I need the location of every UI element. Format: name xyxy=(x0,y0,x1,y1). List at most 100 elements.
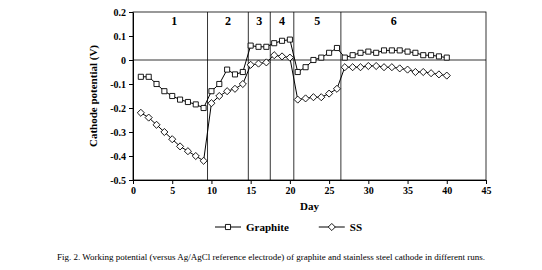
run-boundary xyxy=(248,12,249,180)
series-marker xyxy=(435,71,442,78)
x-tick-label: 45 xyxy=(482,185,492,196)
run-label: 3 xyxy=(256,14,262,28)
x-tick-mark xyxy=(251,180,252,184)
series-marker xyxy=(178,97,183,102)
series-marker xyxy=(295,69,300,74)
y-tick-mark xyxy=(129,132,133,133)
x-tick: 25 xyxy=(325,180,335,196)
series-marker xyxy=(420,68,427,75)
x-tick: 35 xyxy=(403,180,413,196)
series-marker xyxy=(397,48,402,53)
legend-label: Graphite xyxy=(246,221,289,233)
series-marker xyxy=(388,64,395,71)
series-marker xyxy=(153,121,160,128)
series-marker xyxy=(366,49,371,54)
series-marker xyxy=(264,44,269,49)
y-tick-mark xyxy=(129,156,133,157)
x-tick: 20 xyxy=(285,180,295,196)
x-tick: 5 xyxy=(170,180,175,196)
y-tick-label: -0.4 xyxy=(110,151,126,162)
run-boundary xyxy=(340,12,341,180)
series-marker xyxy=(272,41,277,46)
series-marker xyxy=(421,53,426,58)
x-tick-mark xyxy=(368,180,369,184)
y-tick: 0.2 xyxy=(114,7,134,18)
series-marker xyxy=(294,96,301,103)
series-marker xyxy=(310,94,317,101)
y-tick-mark xyxy=(129,180,133,181)
series-marker xyxy=(193,102,198,107)
series-marker xyxy=(177,143,184,150)
x-tick-mark xyxy=(447,180,448,184)
x-tick: 10 xyxy=(207,180,217,196)
y-tick-label: 0.2 xyxy=(114,7,127,18)
x-tick-label: 15 xyxy=(246,185,256,196)
series-marker xyxy=(326,90,333,97)
y-axis-title: Cathode potential (V) xyxy=(87,45,100,147)
x-tick-label: 10 xyxy=(207,185,217,196)
series-marker xyxy=(225,67,230,72)
legend-label: SS xyxy=(350,221,362,233)
series-marker xyxy=(302,95,309,102)
series-marker xyxy=(247,61,254,68)
caption: Fig. 2. Working potential (versus Ag/AgC… xyxy=(57,252,485,262)
run-boundary xyxy=(207,12,208,180)
legend-marker xyxy=(328,223,335,230)
series-marker xyxy=(263,59,270,66)
series-marker xyxy=(327,50,332,55)
x-tick-label: 35 xyxy=(403,185,413,196)
series-line xyxy=(141,40,447,108)
series-marker xyxy=(145,114,152,121)
run-label: 2 xyxy=(225,14,231,28)
y-tick-mark xyxy=(129,108,133,109)
run-boundary xyxy=(293,12,294,180)
y-tick-mark xyxy=(129,84,133,85)
y-tick-mark xyxy=(129,12,133,13)
series-marker xyxy=(287,37,292,42)
x-tick: 40 xyxy=(442,180,452,196)
legend-marker xyxy=(225,224,230,229)
series-marker xyxy=(333,85,340,92)
series-marker xyxy=(381,48,386,53)
series-marker xyxy=(405,49,410,54)
series-marker xyxy=(349,64,356,71)
y-tick-label: 0.1 xyxy=(114,31,127,42)
legend-item: SS xyxy=(319,221,362,233)
series-line xyxy=(141,55,447,161)
y-tick: -0.1 xyxy=(110,79,133,90)
y-tick: -0.5 xyxy=(110,175,133,186)
x-tick-label: 0 xyxy=(131,185,136,196)
y-tick: -0.4 xyxy=(110,151,133,162)
series-marker xyxy=(311,57,316,62)
legend: Graphite SS xyxy=(215,221,362,233)
series-marker xyxy=(184,148,191,155)
x-axis-line xyxy=(134,180,487,181)
series-marker xyxy=(138,74,143,79)
series-marker xyxy=(256,44,261,49)
y-tick-label: -0.5 xyxy=(110,175,126,186)
y-tick-mark xyxy=(129,60,133,61)
x-tick: 0 xyxy=(131,180,136,196)
series-marker xyxy=(154,81,159,86)
run-label: 5 xyxy=(314,14,320,28)
y-tick-label: 0 xyxy=(121,55,126,66)
y-tick-label: -0.2 xyxy=(110,103,126,114)
series-marker xyxy=(240,69,245,74)
series-marker xyxy=(389,48,394,53)
series-marker xyxy=(255,60,262,67)
x-tick-label: 20 xyxy=(285,185,295,196)
series-marker xyxy=(444,55,449,60)
x-tick-mark xyxy=(211,180,212,184)
y-axis: -0.5-0.4-0.3-0.2-0.100.10.2 xyxy=(110,7,133,186)
run-boundary xyxy=(270,12,271,180)
x-tick-mark xyxy=(290,180,291,184)
series-marker xyxy=(279,38,284,43)
series-marker xyxy=(185,99,190,104)
plot-frame xyxy=(133,12,486,180)
series-marker xyxy=(373,62,380,69)
x-tick-mark xyxy=(486,180,487,184)
x-tick-mark xyxy=(133,180,134,184)
series-marker xyxy=(169,136,176,143)
series-marker xyxy=(286,54,293,61)
series-marker xyxy=(137,109,144,116)
